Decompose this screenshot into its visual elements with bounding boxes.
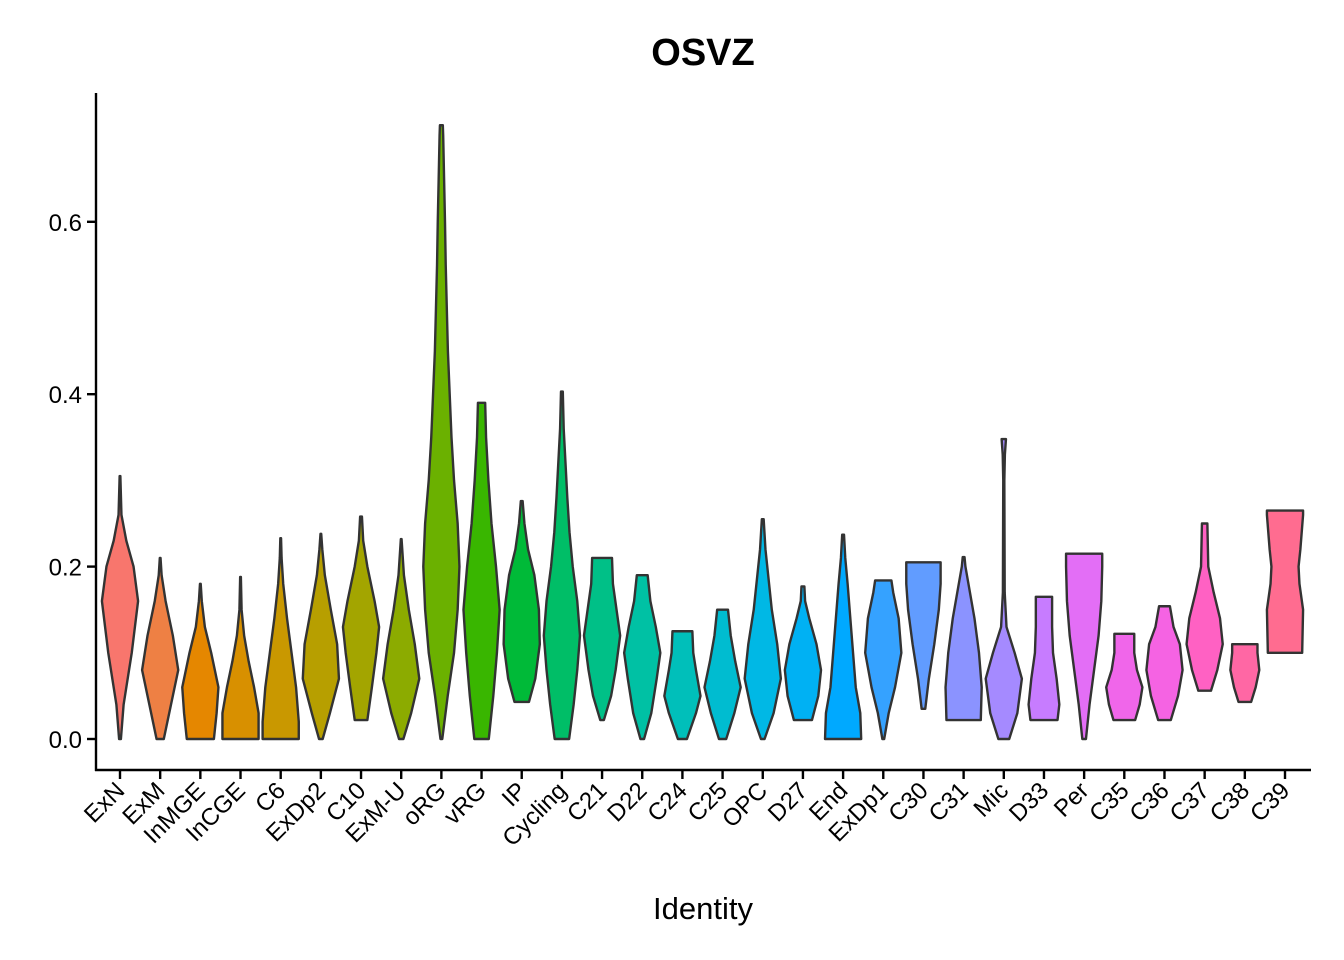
x-tick-label: oRG: [398, 777, 452, 831]
violin-cycling: [542, 390, 582, 741]
violin-org: [422, 124, 461, 741]
y-tick-label: 0.4: [49, 382, 82, 409]
violin-c25: [703, 608, 742, 741]
x-tick-label: C35: [1084, 777, 1134, 827]
y-tick-label: 0.0: [49, 727, 82, 754]
x-tick-label: Per: [1049, 777, 1095, 823]
violin-exdp2: [301, 532, 341, 741]
violin-c37: [1185, 522, 1224, 692]
violin-per: [1064, 552, 1104, 741]
violin-mic: [984, 437, 1024, 741]
x-tick-label: C31: [924, 777, 974, 827]
violin-exn: [100, 474, 140, 741]
y-ticks: 0.0 0.2 0.4 0.6: [49, 210, 96, 754]
x-tick-label: ExN: [79, 777, 130, 828]
x-tick-label: C37: [1165, 777, 1215, 827]
y-tick-label: 0.6: [49, 210, 82, 237]
violin-exm-u: [381, 537, 421, 741]
y-axis: 0.0 0.2 0.4 0.6: [49, 93, 98, 771]
x-tick-label: D22: [602, 777, 652, 827]
violin-c24: [663, 630, 702, 741]
violin-end: [823, 533, 863, 741]
violin-c31: [944, 555, 983, 722]
violin-c35: [1105, 632, 1144, 722]
x-tick-label: C39: [1245, 777, 1295, 827]
violin-c38: [1229, 642, 1261, 704]
x-tick-label: C36: [1124, 777, 1174, 827]
x-tick-label: C30: [883, 777, 933, 827]
x-tick-label: D33: [1004, 777, 1054, 827]
x-tick-label: C21: [562, 777, 612, 827]
violin-ip: [502, 499, 541, 704]
violin-exdp1: [864, 579, 903, 741]
x-tick-label: C38: [1205, 777, 1255, 827]
violin-c10: [341, 515, 381, 722]
chart-title: OSVZ: [651, 32, 754, 74]
violin-exm: [140, 556, 180, 741]
x-tick-label: OPC: [717, 777, 773, 833]
violin-c6: [261, 536, 300, 741]
violin-opc: [743, 517, 783, 741]
x-tick-label: Mic: [969, 777, 1014, 822]
x-tick-label: D27: [763, 777, 813, 827]
x-tick-label: C24: [642, 777, 692, 827]
violin-vrg: [462, 401, 501, 741]
x-axis-label: Identity: [653, 891, 753, 926]
violin-inmge: [181, 582, 220, 741]
violin-c36: [1145, 605, 1184, 722]
violin-d33: [1027, 595, 1061, 722]
violin-d22: [622, 574, 662, 741]
violin-d27: [783, 585, 823, 722]
violin-c30: [905, 561, 942, 711]
violin-c21: [582, 556, 622, 722]
y-tick-label: 0.2: [49, 555, 82, 582]
violin-incge: [221, 575, 260, 741]
violin-layer: [100, 124, 1305, 741]
x-tick-label: vRG: [439, 777, 492, 830]
violin-c39: [1265, 509, 1305, 654]
